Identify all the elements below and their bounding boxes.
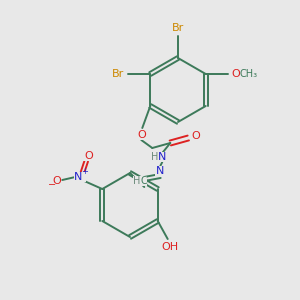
Bar — [231, 69, 241, 79]
Bar — [83, 151, 93, 161]
Text: Br: Br — [112, 69, 124, 79]
Bar — [74, 172, 86, 182]
Text: O: O — [52, 176, 61, 186]
Text: C: C — [141, 176, 148, 186]
Text: CH₃: CH₃ — [240, 69, 258, 79]
Text: −: − — [48, 180, 56, 190]
Text: H: H — [151, 152, 158, 162]
Bar — [155, 166, 165, 176]
Bar — [136, 130, 146, 140]
Text: O: O — [84, 151, 93, 161]
Text: O: O — [231, 69, 240, 79]
Text: N: N — [74, 172, 82, 182]
Text: H: H — [133, 176, 140, 186]
Bar — [151, 152, 165, 162]
Text: O: O — [191, 131, 200, 141]
Text: OH: OH — [161, 242, 178, 252]
Bar — [240, 69, 258, 79]
Text: N: N — [158, 152, 166, 162]
Bar — [109, 68, 127, 80]
Text: +: + — [81, 167, 88, 176]
Text: O: O — [137, 130, 146, 140]
Bar — [162, 242, 178, 253]
Bar — [133, 176, 147, 186]
Text: Br: Br — [172, 23, 184, 33]
Bar — [190, 131, 200, 141]
Bar — [51, 176, 61, 186]
Text: N: N — [156, 166, 164, 176]
Bar — [169, 22, 187, 34]
